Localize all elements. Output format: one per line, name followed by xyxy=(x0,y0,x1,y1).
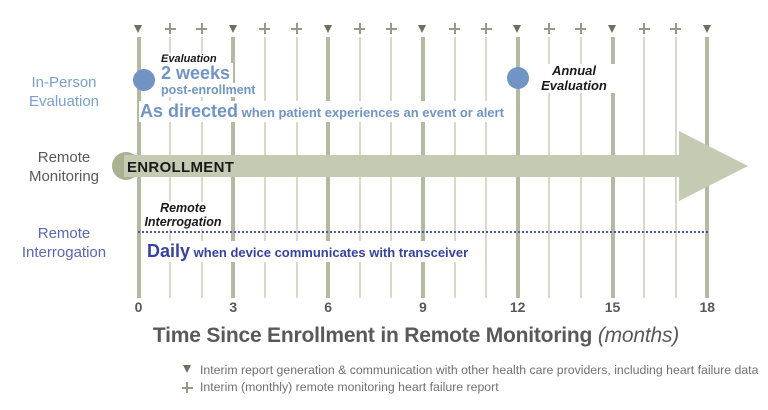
enrollment-arrow-shaft xyxy=(124,155,680,177)
annual-evaluation-dot xyxy=(507,67,529,89)
as-directed-label: As directed when patient experiences an … xyxy=(139,101,507,122)
row-label-line: Remote xyxy=(37,149,91,166)
post-enrollment-label: post-enrollment xyxy=(160,83,259,97)
monthly-cross-icon xyxy=(164,23,176,34)
row-label-remote-monitoring: Remote Monitoring xyxy=(4,148,124,186)
month-tick-label: 0 xyxy=(134,299,143,315)
enrollment-arrow-head-icon xyxy=(679,131,748,201)
row-label-line: Monitoring xyxy=(28,168,100,185)
month-tick-label: 3 xyxy=(229,299,238,315)
monthly-cross-icon xyxy=(670,23,682,34)
report-triangle-icon xyxy=(183,365,191,373)
as-directed-detail: when patient experiences an event or ale… xyxy=(238,105,504,120)
report-triangle-icon xyxy=(323,25,332,33)
month-tick-label: 9 xyxy=(418,299,427,315)
row-label-in-person-evaluation: In-Person Evaluation xyxy=(4,73,124,111)
monthly-cross-icon xyxy=(291,23,302,34)
report-triangle-icon xyxy=(228,25,237,33)
remote-interrogation-tag: Remote Interrogation xyxy=(143,201,223,229)
two-weeks-label: 2 weeks xyxy=(160,63,234,84)
row-label-line: In-Person xyxy=(31,74,97,91)
ri-line1: Remote xyxy=(160,201,206,215)
row-label-remote-interrogation: Remote Interrogation xyxy=(4,224,124,262)
monthly-cross-icon xyxy=(638,23,650,34)
report-triangle-icon xyxy=(134,25,142,33)
monthly-cross-icon xyxy=(259,23,271,34)
monthly-cross-icon xyxy=(181,382,193,393)
enrollment-label: ENROLLMENT xyxy=(127,159,235,176)
axis-title-unit: (months) xyxy=(592,324,680,347)
monthly-cross-icon xyxy=(480,23,492,34)
month-tick-label: 18 xyxy=(699,299,716,315)
legend-text: Interim (monthly) remote monitoring hear… xyxy=(200,380,499,394)
legend: Interim report generation & communicatio… xyxy=(181,363,758,397)
legend-text: Interim report generation & communicatio… xyxy=(200,363,759,377)
row-label-line: Evaluation xyxy=(28,93,100,110)
monthly-cross-icon xyxy=(354,23,366,34)
daily-label: Daily when device communicates with tran… xyxy=(146,241,472,262)
as-directed-text: As directed xyxy=(140,101,239,121)
row-label-line: Interrogation xyxy=(21,244,107,261)
report-triangle-icon xyxy=(702,25,711,33)
evaluation-tag-text: Evaluation xyxy=(160,53,220,65)
row-label-line: Remote xyxy=(37,225,91,242)
monthly-cross-icon xyxy=(449,23,460,34)
legend-row-monthly-report: Interim (monthly) remote monitoring hear… xyxy=(181,380,758,394)
month-tick-label: 12 xyxy=(509,299,526,315)
daily-text: Daily xyxy=(147,241,191,261)
monthly-cross-icon xyxy=(196,23,208,34)
axis-title-main: Time Since Enrollment in Remote Monitori… xyxy=(152,324,593,347)
post-enrollment-text: post-enrollment xyxy=(160,83,259,97)
ri-line2: Interrogation xyxy=(144,214,222,229)
month-tick-label: 15 xyxy=(604,299,621,315)
annual-evaluation-label: Annual Evaluation xyxy=(533,63,615,93)
evaluation-tag: Evaluation xyxy=(160,53,220,65)
monthly-cross-icon xyxy=(385,23,397,34)
legend-row-interim-report: Interim report generation & communicatio… xyxy=(181,363,758,377)
month-tick-label: 6 xyxy=(324,299,332,315)
axis-title: Time Since Enrollment in Remote Monitori… xyxy=(153,324,679,348)
report-triangle-icon xyxy=(513,25,522,33)
two-weeks-text: 2 weeks xyxy=(160,63,234,84)
daily-detail: when device communicates with transceive… xyxy=(190,245,469,260)
report-triangle-icon xyxy=(418,25,427,33)
monthly-cross-icon xyxy=(575,23,587,34)
two-week-evaluation-dot xyxy=(133,69,155,91)
monthly-cross-icon xyxy=(543,23,555,34)
daily-interrogation-dotted-line xyxy=(138,231,708,233)
report-triangle-icon xyxy=(608,25,616,33)
annual-line1: Annual xyxy=(551,63,597,78)
annual-line2: Evaluation xyxy=(541,77,607,93)
